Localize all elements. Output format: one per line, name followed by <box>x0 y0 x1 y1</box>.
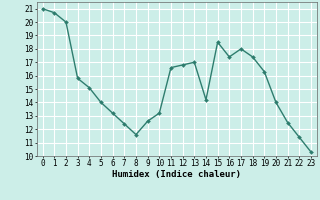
X-axis label: Humidex (Indice chaleur): Humidex (Indice chaleur) <box>112 170 241 179</box>
